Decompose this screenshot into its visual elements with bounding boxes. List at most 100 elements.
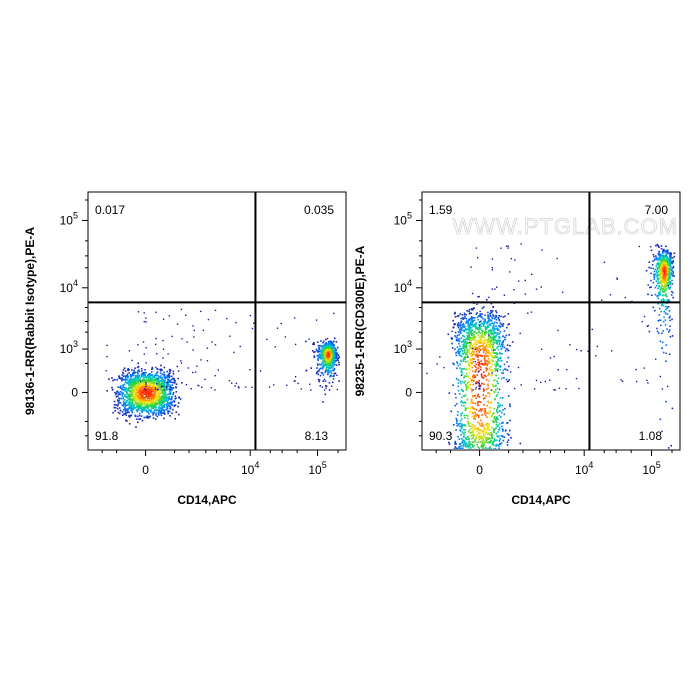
- event-dot: [489, 314, 492, 316]
- event-dot: [458, 348, 460, 350]
- event-dot: [335, 352, 337, 354]
- event-dot: [321, 345, 323, 348]
- event-dot: [169, 407, 171, 410]
- event-dot: [324, 354, 327, 356]
- event-dot: [466, 463, 468, 465]
- event-dot: [229, 335, 231, 337]
- event-dot: [666, 283, 669, 286]
- event-dot: [480, 368, 482, 371]
- event-dot: [486, 475, 488, 477]
- event-dot: [481, 444, 484, 446]
- event-dot: [136, 371, 139, 374]
- event-dot: [494, 339, 497, 341]
- event-dot: [470, 425, 473, 428]
- event-dot: [491, 331, 493, 334]
- event-dot: [475, 453, 477, 455]
- event-dot: [125, 393, 128, 395]
- event-dot: [148, 376, 151, 378]
- event-dot: [483, 435, 485, 438]
- event-dot: [204, 378, 206, 381]
- event-dot: [494, 355, 497, 357]
- event-dot: [470, 322, 473, 325]
- event-dot: [669, 256, 671, 259]
- event-dot: [495, 395, 498, 398]
- event-dot: [469, 422, 471, 425]
- event-dot: [495, 452, 497, 454]
- event-dot: [486, 426, 489, 428]
- event-dot: [465, 388, 468, 390]
- event-dot: [163, 380, 166, 382]
- event-dot: [327, 361, 330, 363]
- event-dot: [474, 455, 476, 457]
- event-dot: [469, 359, 472, 362]
- event-dot: [656, 243, 659, 246]
- event-dot: [462, 454, 464, 456]
- event-dot: [155, 388, 158, 391]
- event-dot: [141, 396, 143, 398]
- event-dot: [469, 475, 471, 477]
- event-dot: [127, 389, 130, 392]
- event-dot: [147, 387, 150, 389]
- event-dot: [496, 342, 499, 344]
- event-dot: [664, 319, 667, 321]
- event-dot: [475, 413, 477, 415]
- event-dot: [143, 382, 145, 385]
- event-dot: [319, 355, 321, 357]
- event-dot: [494, 288, 496, 290]
- event-dot: [540, 381, 542, 383]
- event-dot: [487, 358, 490, 360]
- event-dot: [462, 452, 464, 454]
- event-dot: [463, 317, 466, 320]
- event-dot: [461, 471, 463, 473]
- event-dot: [496, 382, 499, 385]
- event-dot: [495, 432, 498, 435]
- event-dot: [663, 289, 666, 291]
- event-dot: [475, 247, 478, 249]
- event-dot: [328, 350, 330, 353]
- event-dot: [157, 389, 159, 391]
- event-dot: [490, 389, 493, 391]
- event-dot: [160, 380, 163, 383]
- event-dot: [334, 359, 336, 362]
- event-dot: [491, 415, 493, 417]
- event-dot: [170, 388, 172, 391]
- event-dot: [239, 345, 241, 348]
- event-dot: [499, 366, 502, 368]
- event-dot: [506, 441, 509, 443]
- event-dot: [471, 366, 474, 369]
- event-dot: [657, 274, 659, 276]
- event-dot: [463, 329, 465, 331]
- event-dot: [148, 409, 150, 412]
- event-dot: [167, 404, 170, 407]
- event-dot: [474, 453, 476, 455]
- event-dot: [327, 364, 329, 367]
- event-dot: [420, 263, 421, 264]
- event-dot: [661, 252, 664, 254]
- event-dot: [146, 386, 148, 389]
- event-dot: [156, 403, 159, 405]
- event-dot: [325, 359, 327, 361]
- event-dot: [488, 334, 490, 336]
- event-dot: [502, 324, 504, 327]
- event-dot: [471, 321, 474, 324]
- event-dot: [478, 347, 481, 350]
- event-dot: [131, 394, 133, 396]
- event-dot: [503, 452, 505, 454]
- event-dot: [126, 382, 128, 385]
- event-dot: [462, 339, 465, 341]
- event-dot: [473, 463, 475, 465]
- event-dot: [488, 345, 490, 348]
- event-dot: [507, 439, 510, 441]
- event-dot: [474, 323, 476, 326]
- event-dot: [132, 374, 134, 377]
- event-dot: [477, 359, 479, 361]
- event-dot: [660, 299, 663, 301]
- event-dot: [496, 362, 499, 364]
- event-dot: [469, 411, 472, 413]
- event-dot: [439, 356, 441, 358]
- event-dot: [666, 264, 669, 267]
- event-dot: [665, 313, 667, 315]
- event-dot: [491, 316, 493, 319]
- event-dot: [332, 378, 335, 380]
- event-dot: [463, 343, 466, 345]
